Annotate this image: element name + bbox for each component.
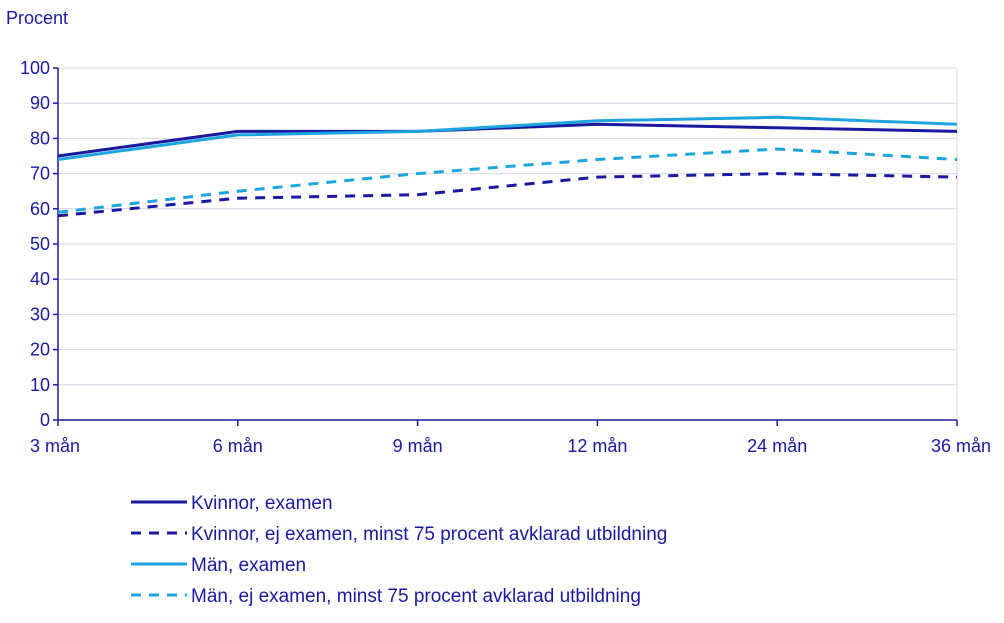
axes	[53, 67, 958, 426]
legend-label: Män, examen	[191, 555, 306, 576]
y-tick-label: 90	[30, 93, 50, 113]
x-tick-label: 3 mån	[30, 436, 80, 456]
legend-label: Kvinnor, ej examen, minst 75 procent avk…	[191, 524, 667, 545]
y-tick-labels: 0 10 20 30 40 50 60 70 80 90 100	[20, 58, 50, 430]
y-tick-label: 70	[30, 164, 50, 184]
series-line-3	[57, 115, 958, 161]
x-tick-label: 9 mån	[393, 436, 443, 456]
y-tick-label: 30	[30, 304, 50, 324]
legend: Kvinnor, examen Kvinnor, ej examen, minst…	[131, 493, 667, 607]
series-line-4	[57, 147, 958, 214]
y-tick-label: 0	[40, 410, 50, 430]
series-lines	[57, 115, 958, 218]
y-tick-label: 60	[30, 199, 50, 219]
x-tick-labels: 3 mån 6 mån 9 mån 12 mån 24 mån 36 mån	[30, 436, 991, 456]
x-tick-label: 12 mån	[567, 436, 627, 456]
y-tick-label: 10	[30, 375, 50, 395]
x-tick-label: 6 mån	[213, 436, 263, 456]
y-tick-label: 80	[30, 128, 50, 148]
y-tick-label: 20	[30, 340, 50, 360]
x-tick-label: 36 mån	[931, 436, 991, 456]
y-tick-label: 40	[30, 269, 50, 289]
y-tick-label: 100	[20, 58, 50, 78]
x-tick-label: 24 mån	[747, 436, 807, 456]
series-line-1	[57, 122, 958, 158]
legend-label: Kvinnor, examen	[191, 493, 333, 514]
gridlines	[58, 67, 958, 420]
legend-label: Män, ej examen, minst 75 procent avklara…	[191, 586, 641, 607]
y-tick-label: 50	[30, 234, 50, 254]
y-axis-title: Procent	[6, 8, 68, 28]
series-line-2	[57, 172, 958, 218]
